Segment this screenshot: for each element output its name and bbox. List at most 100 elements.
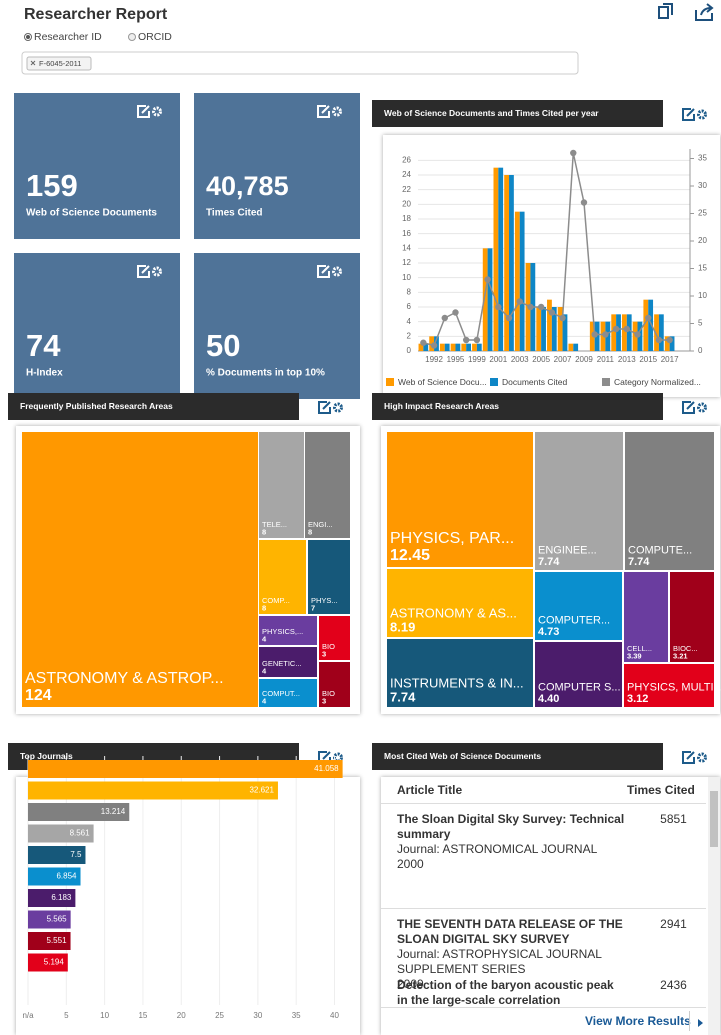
- settings-icon[interactable]: [317, 105, 342, 118]
- panel-title: Most Cited Web of Science Documents: [384, 751, 541, 761]
- y-tick-label: 14: [402, 243, 411, 252]
- settings-icon[interactable]: [137, 105, 162, 118]
- metric-value: 74: [26, 328, 61, 363]
- bar: [28, 953, 68, 972]
- table-row[interactable]: Detection of the baryon acoustic peak in…: [381, 970, 706, 1030]
- line-point: [473, 336, 481, 344]
- y-tick-label: 6: [407, 302, 412, 311]
- x-tick-label: 30: [253, 1011, 262, 1020]
- bar: [562, 314, 568, 351]
- radio[interactable]: [128, 33, 136, 41]
- bar: [455, 343, 461, 351]
- treemap-cell: [625, 432, 714, 570]
- bar: [487, 248, 493, 351]
- y2-tick-label: 25: [698, 209, 707, 218]
- share-icon[interactable]: [695, 3, 714, 21]
- journal: Journal: ASTROPHYSICAL JOURNAL SUPPLEMEN…: [397, 947, 602, 976]
- cell-value: 7.74: [390, 689, 416, 704]
- bar: [28, 846, 86, 864]
- metric-label: H-Index: [26, 368, 63, 379]
- treemap-cell: [535, 432, 623, 570]
- y-tick-label: 16: [402, 229, 411, 238]
- view-more[interactable]: View More Results: [585, 1014, 691, 1028]
- gear: [152, 106, 162, 117]
- bar: [444, 343, 450, 351]
- bar: [472, 343, 477, 351]
- settings-icon[interactable]: [682, 401, 707, 414]
- bar: [519, 211, 525, 351]
- metric-tile: [194, 93, 360, 239]
- x-tick-label: 15: [138, 1011, 147, 1020]
- x-tick-label: 2015: [639, 355, 657, 364]
- times-cited: 2941: [660, 917, 687, 931]
- bar: [461, 343, 467, 351]
- cell-value: 3.39: [627, 652, 642, 661]
- bar: [482, 248, 488, 351]
- settings-icon[interactable]: [682, 751, 707, 764]
- line-point: [570, 149, 577, 157]
- metric-label: Web of Science Documents: [26, 208, 157, 219]
- metric-label: % Documents in top 10%: [206, 368, 325, 379]
- x-tick-label: 5: [64, 1011, 69, 1020]
- gear: [333, 402, 343, 413]
- bar: [669, 336, 675, 351]
- treemap-cell: [319, 616, 350, 660]
- bar: [28, 889, 76, 907]
- bar: [573, 343, 579, 351]
- bar: [557, 307, 563, 351]
- gear: [332, 266, 342, 277]
- scroll-thumb[interactable]: [710, 791, 718, 847]
- x-tick-label: 2001: [489, 355, 507, 364]
- search-tag[interactable]: [26, 56, 92, 71]
- line-point: [666, 336, 673, 344]
- bar: [551, 307, 557, 351]
- cell-value: 8: [262, 604, 266, 613]
- panel-header: [372, 100, 663, 127]
- y-tick-label: 10: [402, 273, 411, 282]
- bar-value: 5.194: [44, 958, 65, 967]
- bar: [423, 343, 429, 351]
- cell-label: PHYSICS,...: [262, 627, 303, 636]
- treemap-cell: [319, 662, 350, 707]
- copy-icon[interactable]: [658, 3, 673, 19]
- y-tick-label: 20: [402, 199, 411, 208]
- next-arrow[interactable]: [697, 1018, 705, 1028]
- edit-icon: [317, 105, 330, 118]
- line-point: [537, 303, 545, 311]
- settings-icon[interactable]: [317, 265, 342, 278]
- bar: [28, 910, 71, 929]
- scrollbar[interactable]: [708, 777, 720, 1035]
- tag-remove[interactable]: [30, 60, 36, 66]
- settings-icon[interactable]: [318, 401, 343, 414]
- line-point: [580, 199, 588, 206]
- treemap-cell: [387, 569, 533, 637]
- article-title: THE SEVENTH DATA RELEASE OF THE SLOAN DI…: [397, 917, 623, 946]
- bar-value: 5.565: [47, 915, 68, 924]
- y2-tick-label: 5: [698, 319, 703, 328]
- y2-tick-label: 15: [698, 264, 707, 273]
- bar: [450, 343, 456, 351]
- panel-header: [372, 743, 663, 770]
- cell-value: 7.74: [538, 556, 560, 568]
- gear: [333, 752, 343, 763]
- cell-label: ENGI...: [308, 520, 333, 529]
- legend-label: Category Normalized...: [614, 377, 701, 387]
- bar: [466, 343, 472, 351]
- settings-icon[interactable]: [682, 108, 707, 121]
- x-tick-label: 10: [100, 1011, 109, 1020]
- settings-icon[interactable]: [137, 265, 162, 278]
- bar: [654, 314, 659, 351]
- treemap-cell: [259, 679, 317, 707]
- cell-value: 124: [25, 687, 52, 704]
- table-row[interactable]: The Sloan Digital Sky Survey: Technical …: [381, 804, 706, 909]
- bar: [621, 314, 627, 351]
- search-box[interactable]: [21, 51, 579, 75]
- column-header: Article Title: [397, 783, 463, 797]
- cell-value: 4: [262, 667, 267, 676]
- bar: [476, 343, 482, 351]
- x-tick-label: n/a: [22, 1011, 34, 1020]
- treemap-cell: [624, 664, 714, 707]
- year: 2009: [397, 977, 424, 991]
- bar: [28, 867, 81, 886]
